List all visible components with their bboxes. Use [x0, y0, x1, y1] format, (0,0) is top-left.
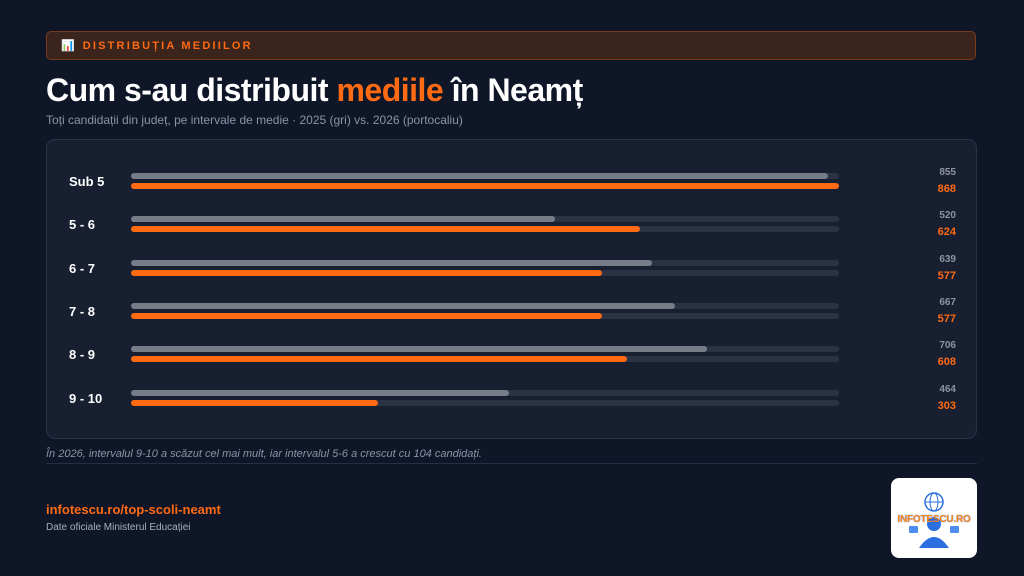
bar-track: [131, 399, 839, 406]
category-label: Sub 5: [69, 174, 105, 189]
section-tag: 📊 DISTRIBUȚIA MEDIILOR: [46, 31, 976, 60]
logo-text: INFOTESCU.RO: [897, 514, 971, 525]
title-text-start: Cum s-au distribuit: [46, 72, 337, 108]
value-label-2026: 303: [937, 399, 956, 412]
bar-2026: [131, 226, 640, 233]
section-tag-label: DISTRIBUȚIA MEDIILOR: [82, 39, 253, 52]
value-label-2026: 577: [937, 312, 956, 325]
bar-2026: [131, 356, 627, 363]
bar-2025: [131, 216, 556, 223]
title-text-end: în Neamț: [443, 72, 584, 108]
category-label: 6 - 7: [69, 260, 96, 276]
page-subtitle: Toți candidații din județ, pe intervale …: [46, 113, 463, 127]
category-label: 5 - 6: [69, 217, 96, 233]
value-label-2025: 520: [939, 210, 956, 222]
bar-2026: [131, 312, 602, 319]
data-source: Date oficiale Ministerul Educației: [46, 522, 191, 533]
value-label-2026: 624: [937, 226, 956, 239]
chart-card: Sub 5 855 868 5 - 6 520 624 6 - 7 639 577 7 - 8 66…: [46, 139, 977, 439]
value-label-2025: 667: [939, 296, 956, 308]
chart-icon: 📊: [61, 40, 75, 52]
bar-2025: [131, 389, 510, 396]
title-accent: mediile: [336, 72, 444, 108]
source-link[interactable]: infotescu.ro/top-scoli-neamt: [46, 502, 221, 517]
bar-2026: [131, 399, 379, 406]
bar-2025: [131, 259, 653, 266]
value-label-2025: 639: [939, 253, 956, 265]
page-title: Cum s-au distribuit mediile în Neamț: [46, 72, 583, 109]
value-label-2025: 706: [939, 340, 956, 352]
bar-2025: [131, 173, 829, 179]
category-label: 7 - 8: [69, 303, 96, 319]
value-label-2025: 855: [939, 167, 956, 178]
bar-2025: [131, 346, 707, 353]
divider: [46, 463, 977, 464]
chart-note: În 2026, intervalul 9-10 a scăzut cel ma…: [46, 448, 482, 460]
value-label-2026: 608: [937, 356, 956, 369]
value-label-2025: 464: [939, 383, 956, 395]
globe-person-icon: [909, 492, 959, 548]
brand-logo: INFOTESCU.RO: [891, 478, 977, 558]
value-label-2026: 868: [937, 183, 956, 195]
category-label: 9 - 10: [69, 390, 103, 406]
value-label-2026: 577: [937, 269, 956, 282]
bar-2025: [131, 302, 676, 309]
bar-2026: [131, 269, 602, 276]
category-label: 8 - 9: [69, 347, 96, 363]
bar-2026: [131, 183, 839, 189]
